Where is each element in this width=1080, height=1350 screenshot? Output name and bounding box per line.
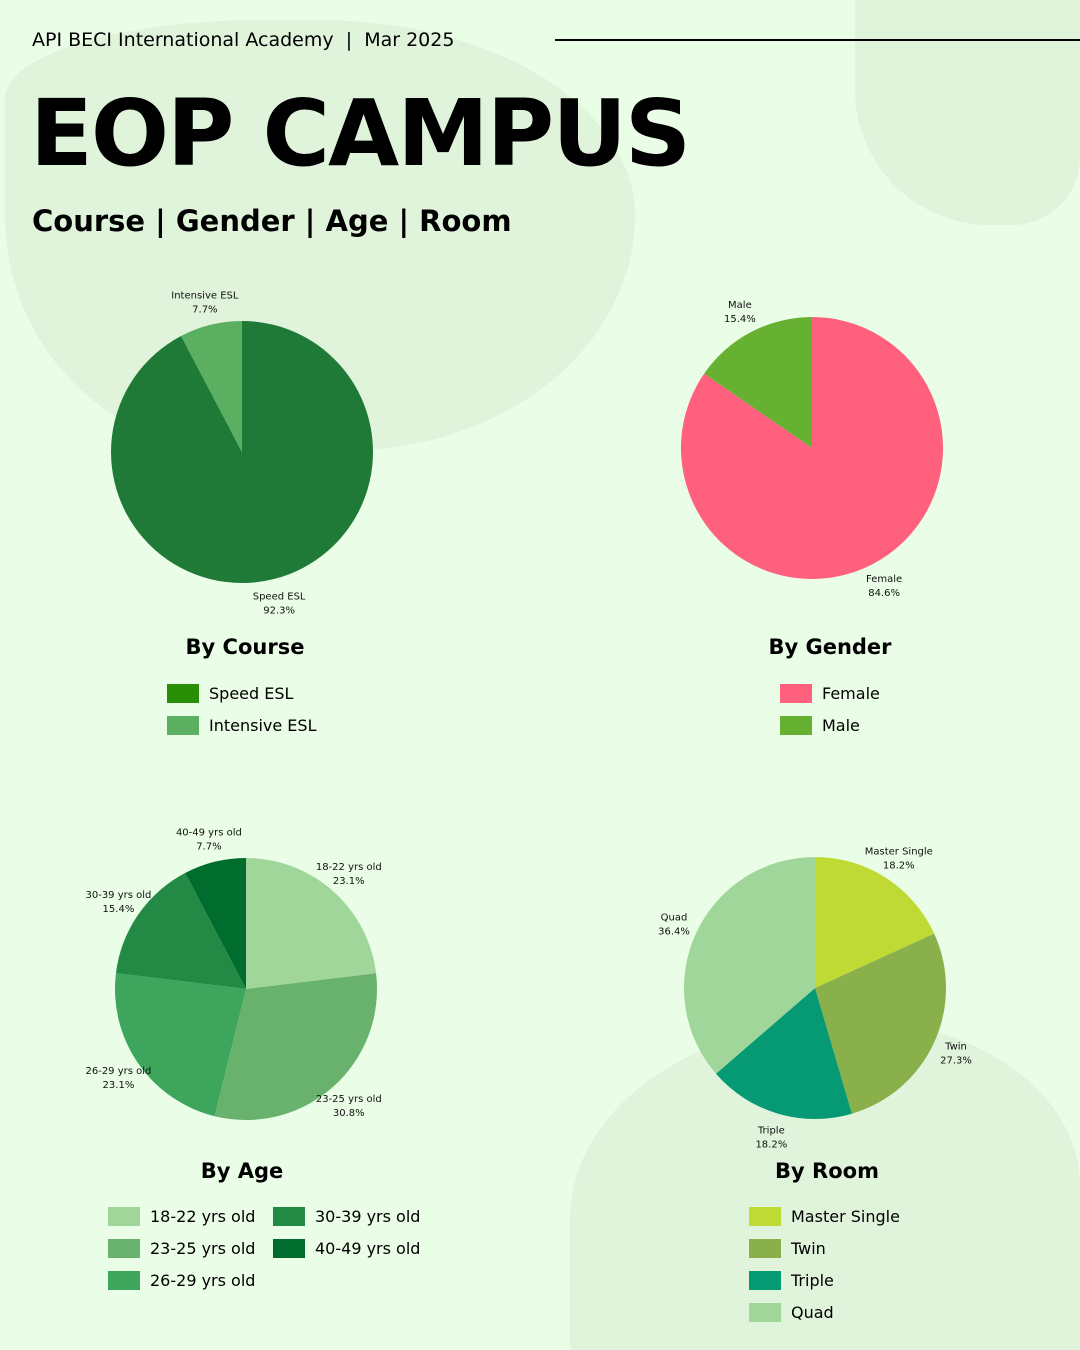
slice-value: 15.4% xyxy=(103,904,135,915)
legend-item: 26-29 yrs old xyxy=(108,1264,255,1296)
chart-title-room: By Room xyxy=(775,1159,879,1183)
legend-swatch xyxy=(108,1206,140,1226)
legend-label: Speed ESL xyxy=(209,683,294,703)
slice-value: 84.6% xyxy=(868,588,900,599)
page-subtitle: Course | Gender | Age | Room xyxy=(32,204,512,238)
slice-label: Male xyxy=(728,300,752,311)
slice-value: 7.7% xyxy=(192,305,217,316)
legend-label: 40-49 yrs old xyxy=(315,1238,421,1258)
pie-slice-course-1 xyxy=(181,321,242,452)
pie-slice-age-2 xyxy=(115,973,246,1117)
legend-item: Twin xyxy=(749,1232,900,1264)
pie-slice-course-0 xyxy=(110,321,373,583)
slice-value: 92.3% xyxy=(263,605,295,616)
separator: | xyxy=(345,29,353,51)
legend-course: Speed ESL Intensive ESL xyxy=(167,677,316,741)
legend-swatch xyxy=(749,1302,781,1322)
legend-item: Male xyxy=(780,709,880,741)
legend-label: Triple xyxy=(791,1270,834,1290)
pie-slice-room-3 xyxy=(684,857,815,1074)
slice-value: 18.2% xyxy=(883,861,915,872)
legend-swatch xyxy=(167,683,199,703)
legend-label: 30-39 yrs old xyxy=(315,1206,421,1226)
slice-value: 27.3% xyxy=(940,1055,972,1066)
chart-title-course: By Course xyxy=(185,635,305,659)
slice-value: 15.4% xyxy=(724,314,756,325)
legend-room: Master Single Twin Triple Quad xyxy=(749,1200,900,1328)
legend-label: Master Single xyxy=(791,1206,900,1226)
legend-swatch xyxy=(780,715,812,735)
slice-label: 40-49 yrs old xyxy=(176,828,242,839)
legend-item: 40-49 yrs old xyxy=(273,1232,420,1264)
legend-label: Intensive ESL xyxy=(209,715,317,735)
legend-item: Intensive ESL xyxy=(167,709,316,741)
slice-label: 18-22 yrs old xyxy=(316,862,382,873)
slice-value: 23.1% xyxy=(333,876,365,887)
legend-swatch xyxy=(273,1206,305,1226)
slice-value: 30.8% xyxy=(333,1108,365,1119)
pie-slice-gender-1 xyxy=(704,317,812,448)
legend-label: 23-25 yrs old xyxy=(150,1238,256,1258)
legend-age-col2: 30-39 yrs old 40-49 yrs old xyxy=(273,1200,420,1264)
pie-slice-room-2 xyxy=(715,988,852,1119)
legend-label: 26-29 yrs old xyxy=(150,1270,256,1290)
slice-label: 26-29 yrs old xyxy=(85,1066,151,1077)
legend-swatch xyxy=(167,715,199,735)
slice-label: Twin xyxy=(944,1041,967,1052)
legend-swatch xyxy=(108,1270,140,1290)
legend-label: Quad xyxy=(791,1302,834,1322)
header-divider xyxy=(555,39,1080,41)
report-date: Mar 2025 xyxy=(364,29,455,51)
slice-label: Speed ESL xyxy=(253,591,306,602)
chart-title-age: By Age xyxy=(200,1159,284,1183)
legend-item: Speed ESL xyxy=(167,677,316,709)
slice-value: 36.4% xyxy=(658,927,690,938)
chart-title-gender: By Gender xyxy=(768,635,892,659)
slice-value: 18.2% xyxy=(755,1140,787,1151)
slice-label: Triple xyxy=(757,1126,785,1137)
legend-label: Twin xyxy=(791,1238,826,1258)
slice-value: 23.1% xyxy=(103,1080,135,1091)
legend-item: Master Single xyxy=(749,1200,900,1232)
legend-label: Male xyxy=(822,715,860,735)
legend-item: 18-22 yrs old xyxy=(108,1200,255,1232)
slice-value: 7.7% xyxy=(196,842,221,853)
slice-label: 30-39 yrs old xyxy=(85,890,151,901)
legend-swatch xyxy=(273,1238,305,1258)
slice-label: Quad xyxy=(661,913,688,924)
legend-swatch xyxy=(749,1206,781,1226)
legend-gender: Female Male xyxy=(780,677,880,741)
slice-label: 23-25 yrs old xyxy=(316,1094,382,1105)
pie-slice-age-1 xyxy=(214,973,377,1120)
pie-slice-room-1 xyxy=(815,933,946,1114)
legend-swatch xyxy=(108,1238,140,1258)
legend-swatch xyxy=(780,683,812,703)
legend-item: Triple xyxy=(749,1264,900,1296)
legend-swatch xyxy=(749,1270,781,1290)
legend-item: Female xyxy=(780,677,880,709)
legend-label: Female xyxy=(822,683,880,703)
legend-item: 30-39 yrs old xyxy=(273,1200,420,1232)
pie-slice-age-4 xyxy=(185,858,246,989)
legend-item: 23-25 yrs old xyxy=(108,1232,255,1264)
header-org-date: API BECI International Academy | Mar 202… xyxy=(32,29,454,51)
pie-slice-room-0 xyxy=(815,857,935,988)
org-name: API BECI International Academy xyxy=(32,29,334,51)
pie-slice-age-0 xyxy=(246,858,377,989)
slice-label: Master Single xyxy=(865,847,933,858)
slice-label: Female xyxy=(866,574,902,585)
legend-label: 18-22 yrs old xyxy=(150,1206,256,1226)
legend-item: Quad xyxy=(749,1296,900,1328)
pie-slice-gender-0 xyxy=(681,317,943,580)
page-title: EOP CAMPUS xyxy=(30,80,691,187)
legend-swatch xyxy=(749,1238,781,1258)
legend-age-col1: 18-22 yrs old 23-25 yrs old 26-29 yrs old xyxy=(108,1200,255,1296)
pie-slice-age-3 xyxy=(115,873,246,989)
slice-label: Intensive ESL xyxy=(171,291,239,302)
